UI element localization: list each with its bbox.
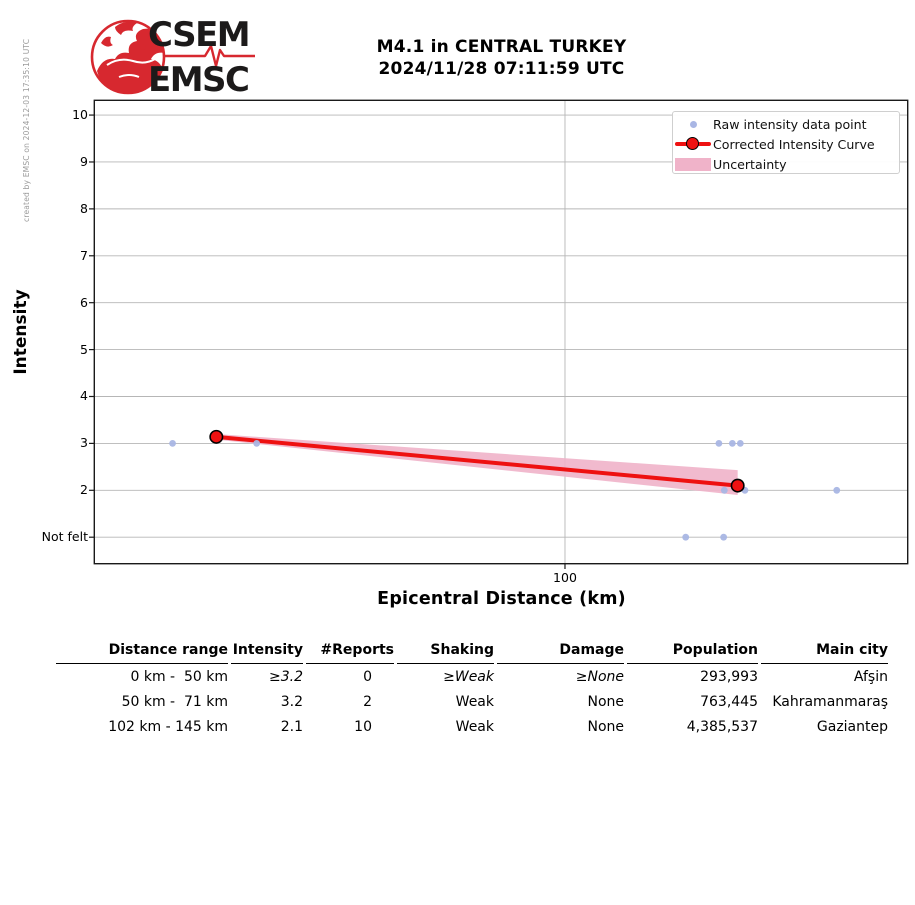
table-cell: 2.1 [280, 719, 303, 735]
table-body: 0 km - 50 km ≥3.2 0 ≥Weak ≥None 293,993 Afşin 5… [56, 664, 888, 739]
table-cell: 0 km - 50 km [130, 669, 228, 685]
y-tick-label: 7 [80, 247, 88, 263]
table-cell: 10 [354, 719, 372, 735]
chart-legend: Raw intensity data point Corrected Inten… [672, 111, 900, 174]
table-header-population: Population [627, 640, 758, 664]
emsc-globe-icon: CSEM EMSC [90, 15, 255, 100]
y-tick-label: 4 [80, 388, 88, 404]
seismogram-icon [163, 44, 255, 68]
raw-intensity-point [736, 439, 744, 447]
legend-item-curve: Corrected Intensity Curve [673, 134, 899, 154]
table-header-main-city: Main city [761, 640, 888, 664]
table-cell: Weak [455, 719, 494, 735]
raw-intensity-point [833, 486, 841, 494]
curve-marker [209, 429, 224, 444]
uncertainty-swatch-icon [673, 157, 713, 171]
legend-label: Raw intensity data point [713, 116, 867, 132]
impact-summary-table: Distance range Intensity #Reports Shaking Da… [53, 640, 891, 739]
table-header-intensity: Intensity [231, 640, 303, 664]
y-tick-label: 8 [80, 200, 88, 216]
logo-emsc-text: EMSC [148, 60, 249, 100]
table-cell: 293,993 [700, 669, 758, 685]
y-tick-label: 5 [80, 341, 88, 357]
raw-intensity-point [169, 439, 176, 447]
table-cell: 763,445 [700, 694, 758, 710]
table-cell: Gaziantep [816, 719, 888, 735]
created-by-text: created by EMSC on 2024-12-03 17:35:10 U… [22, 38, 31, 222]
table-header--reports: #Reports [306, 640, 394, 664]
table-cell: ≥Weak [443, 669, 494, 685]
x-axis-label: Epicentral Distance (km) [377, 589, 626, 609]
chart-canvas [89, 101, 907, 569]
table-cell: Weak [455, 694, 494, 710]
y-tick-label: 9 [80, 153, 88, 169]
table-cell: Afşin [853, 669, 888, 685]
raw-intensity-point [715, 439, 723, 447]
x-tick-label: 100 [553, 570, 577, 585]
table-header-row: Distance range Intensity #Reports Shaking Da… [56, 640, 888, 664]
y-tick-label: 6 [80, 294, 88, 310]
legend-item-uncertainty: Uncertainty [673, 154, 899, 174]
table-header-damage: Damage [497, 640, 624, 664]
table-header-shaking: Shaking [397, 640, 494, 664]
table-row: 102 km - 145 km 2.1 10 Weak None 4,385,537 Gaz… [56, 714, 888, 739]
table-row: 50 km - 71 km 3.2 2 Weak None 763,445 Kahraman… [56, 689, 888, 714]
table-cell: Kahramanmaraş [772, 694, 888, 710]
raw-point-swatch-icon [673, 120, 713, 128]
corrected-intensity-curve [214, 434, 740, 488]
table-header-distance-range: Distance range [56, 640, 228, 664]
table-cell: 3.2 [280, 694, 303, 710]
y-tick-label: 2 [80, 482, 88, 498]
logo-csem-text: CSEM [148, 15, 249, 55]
table-cell: 102 km - 145 km [108, 719, 228, 735]
legend-label: Corrected Intensity Curve [713, 136, 875, 152]
table-cell: 50 km - 71 km [121, 694, 228, 710]
legend-label: Uncertainty [713, 156, 787, 172]
y-tick-label: 3 [80, 435, 88, 451]
table-cell: ≥3.2 [269, 669, 303, 685]
table-cell: 0 [363, 669, 372, 685]
table-row: 0 km - 50 km ≥3.2 0 ≥Weak ≥None 293,993 Afşin [56, 664, 888, 689]
table-cell: 4,385,537 [686, 719, 758, 735]
y-tick-label: 10 [72, 107, 88, 123]
curve-marker [730, 478, 745, 493]
raw-intensity-point [720, 533, 728, 541]
table-cell: None [587, 694, 624, 710]
emsc-logo: CSEM EMSC [85, 13, 260, 105]
raw-intensity-point [728, 439, 736, 447]
curve-swatch-icon [673, 137, 713, 151]
raw-intensity-point [720, 486, 728, 494]
table-cell: None [587, 719, 624, 735]
table-cell: 2 [363, 694, 372, 710]
title-line1: M4.1 in CENTRAL TURKEY [376, 37, 627, 57]
intensity-plot: Raw intensity data point Corrected Inten… [89, 101, 907, 569]
table-cell: ≥None [575, 669, 624, 685]
y-tick-label: Not felt [41, 529, 88, 545]
legend-item-raw: Raw intensity data point [673, 114, 899, 134]
page-title: M4.1 in CENTRAL TURKEY 2024/11/28 07:11:… [95, 36, 908, 80]
raw-intensity-point [253, 439, 261, 447]
title-line2: 2024/11/28 07:11:59 UTC [378, 59, 625, 79]
raw-intensity-point [682, 533, 690, 541]
